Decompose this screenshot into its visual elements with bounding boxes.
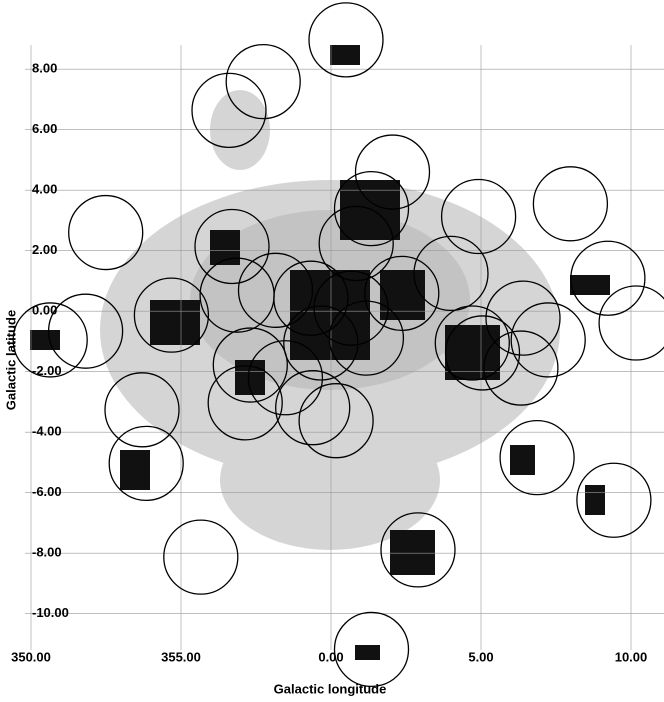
x-tick-label: 5.00 <box>468 649 493 664</box>
region-circle <box>599 286 664 360</box>
x-tick-label: 0.00 <box>318 649 343 664</box>
x-tick-label: 355.00 <box>161 649 201 664</box>
y-tick-label: 0.00 <box>32 303 57 318</box>
y-tick-label: 4.00 <box>32 182 57 197</box>
chart: Galactic longitude Galactic latitude 350… <box>0 0 664 702</box>
y-tick-label: -6.00 <box>32 484 62 499</box>
x-tick-label: 350.00 <box>11 649 51 664</box>
region-circle <box>309 3 383 77</box>
y-tick-label: 6.00 <box>32 121 57 136</box>
region-circle <box>533 167 607 241</box>
y-axis-label: Galactic latitude <box>3 310 18 410</box>
x-axis-label: Galactic longitude <box>274 681 387 696</box>
y-tick-label: -8.00 <box>32 545 62 560</box>
region-circle <box>164 520 238 594</box>
y-tick-label: 2.00 <box>32 242 57 257</box>
y-tick-label: -2.00 <box>32 363 62 378</box>
y-tick-label: -10.00 <box>32 605 69 620</box>
y-tick-label: -4.00 <box>32 424 62 439</box>
x-tick-label: 10.00 <box>615 649 648 664</box>
y-tick-label: 8.00 <box>32 61 57 76</box>
region-circle <box>69 196 143 270</box>
